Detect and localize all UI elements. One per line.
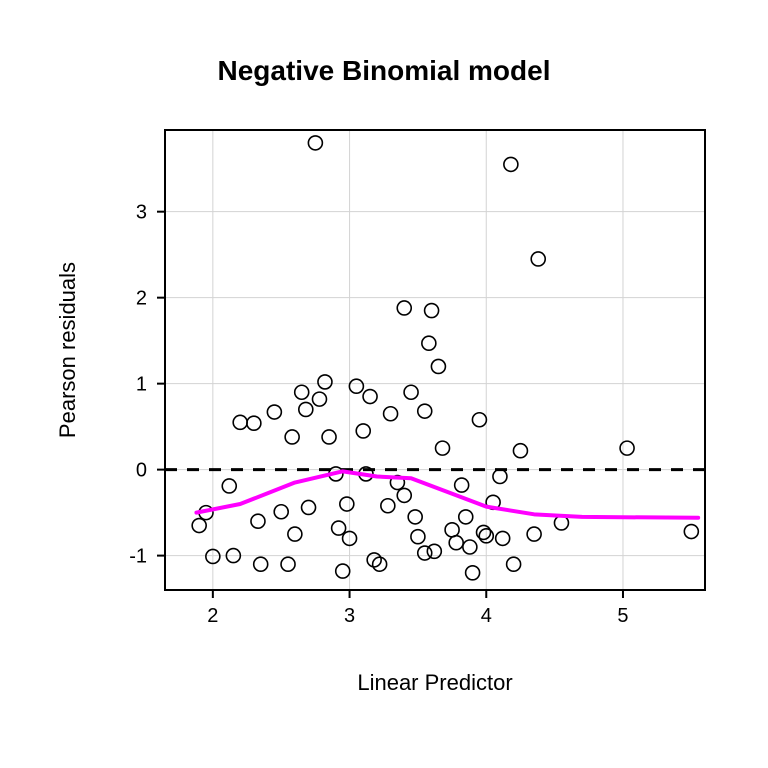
data-point — [431, 359, 445, 373]
data-point — [418, 404, 432, 418]
data-point — [274, 505, 288, 519]
data-point — [418, 546, 432, 560]
data-point — [427, 544, 441, 558]
data-point — [295, 385, 309, 399]
data-point — [384, 407, 398, 421]
data-point — [496, 531, 510, 545]
data-point — [267, 405, 281, 419]
data-point — [493, 470, 507, 484]
data-point — [288, 527, 302, 541]
data-point — [531, 252, 545, 266]
data-point — [254, 557, 268, 571]
data-point — [349, 379, 363, 393]
scatter-points — [192, 136, 698, 580]
data-point — [233, 415, 247, 429]
figure: Negative Binomial model Linear Predictor… — [0, 0, 768, 768]
data-point — [397, 488, 411, 502]
data-point — [459, 510, 473, 524]
y-tick-label: 3 — [136, 202, 147, 224]
data-point — [251, 514, 265, 528]
data-point — [247, 416, 261, 430]
data-point — [285, 430, 299, 444]
data-point — [425, 304, 439, 318]
data-point — [302, 500, 316, 514]
data-point — [449, 536, 463, 550]
data-point — [308, 136, 322, 150]
data-point — [436, 441, 450, 455]
data-point — [363, 390, 377, 404]
data-point — [466, 566, 480, 580]
data-point — [332, 521, 346, 535]
y-tick-label: 0 — [136, 460, 147, 482]
y-tick-label: -1 — [129, 546, 147, 568]
data-point — [381, 499, 395, 513]
data-point — [404, 385, 418, 399]
data-point — [281, 557, 295, 571]
data-point — [322, 430, 336, 444]
x-tick-label: 5 — [617, 605, 628, 627]
data-point — [504, 157, 518, 171]
data-point — [312, 392, 326, 406]
data-point — [527, 527, 541, 541]
data-point — [463, 540, 477, 554]
x-tick-label: 4 — [481, 605, 492, 627]
x-tick-label: 2 — [207, 605, 218, 627]
data-point — [507, 557, 521, 571]
data-point — [455, 478, 469, 492]
data-point — [340, 497, 354, 511]
data-point — [397, 301, 411, 315]
data-point — [318, 375, 332, 389]
data-point — [684, 525, 698, 539]
data-point — [472, 413, 486, 427]
data-point — [222, 479, 236, 493]
x-tick-label: 3 — [344, 605, 355, 627]
data-point — [192, 519, 206, 533]
data-point — [408, 510, 422, 524]
axis-ticks: 2 3 4 5 -1 0 1 2 3 — [129, 202, 628, 627]
y-tick-label: 2 — [136, 288, 147, 310]
data-point — [445, 523, 459, 537]
data-point — [513, 444, 527, 458]
data-point — [356, 424, 370, 438]
data-point — [299, 402, 313, 416]
y-tick-label: 1 — [136, 374, 147, 396]
chart-svg: 2 3 4 5 -1 0 1 2 3 — [0, 0, 768, 768]
data-point — [411, 530, 425, 544]
data-point — [422, 336, 436, 350]
data-point — [620, 441, 634, 455]
data-point — [336, 564, 350, 578]
